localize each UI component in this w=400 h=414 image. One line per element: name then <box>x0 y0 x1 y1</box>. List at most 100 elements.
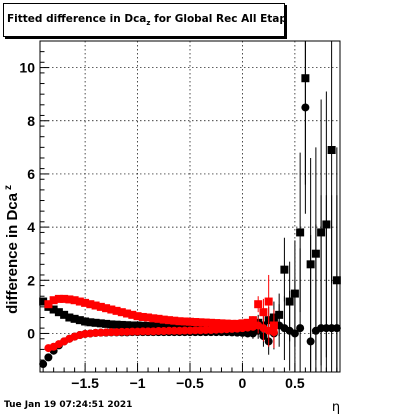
data-point-square <box>96 302 105 311</box>
y-tick-label: 0 <box>27 325 35 341</box>
data-point-square <box>154 314 163 323</box>
data-point-square <box>39 297 48 306</box>
y-axis-label-text: difference in Dca <box>4 192 21 314</box>
data-point-square <box>128 321 137 330</box>
data-point-square <box>112 306 121 315</box>
data-point-square <box>65 295 74 304</box>
grid <box>40 41 340 372</box>
data-points <box>39 41 341 372</box>
data-point-square <box>102 319 111 328</box>
data-point-circle <box>39 360 48 369</box>
data-point-square <box>180 317 189 326</box>
data-point-square <box>175 317 184 326</box>
data-point-square <box>138 321 147 330</box>
data-point-square <box>170 316 179 325</box>
data-point-square <box>259 308 268 317</box>
data-point-square <box>191 318 200 327</box>
data-point-square <box>86 318 95 327</box>
data-point-square <box>133 321 142 330</box>
data-point-square <box>54 294 63 303</box>
data-point-square <box>91 318 100 327</box>
data-point-square <box>264 297 273 306</box>
data-point-square <box>123 309 132 318</box>
x-axis-label: η <box>332 400 340 414</box>
data-point-square <box>154 322 163 331</box>
y-tick-label: 8 <box>27 113 35 129</box>
data-point-square <box>133 312 142 321</box>
data-point-square <box>186 317 194 326</box>
data-point-square <box>70 314 79 323</box>
data-point-square <box>254 300 263 309</box>
data-point-circle <box>296 324 305 333</box>
data-point-square <box>107 320 116 329</box>
y-tick-label: 10 <box>19 60 35 76</box>
data-point-square <box>212 319 221 328</box>
data-point-square <box>238 319 247 328</box>
data-point-square <box>296 228 305 237</box>
data-point-square <box>102 304 111 313</box>
data-point-square <box>149 314 158 323</box>
data-point-circle <box>290 329 299 338</box>
x-tick-label: 0.5 <box>285 375 305 391</box>
data-point-square <box>222 319 231 328</box>
data-point-square <box>159 322 168 331</box>
data-point-square <box>117 320 126 329</box>
data-point-square <box>206 318 215 327</box>
data-point-square <box>327 146 336 155</box>
data-point-square <box>123 321 132 330</box>
data-point-square <box>243 318 252 327</box>
data-point-square <box>65 313 74 322</box>
data-point-square <box>75 297 84 306</box>
series-3 <box>44 314 278 353</box>
data-point-square <box>49 296 58 305</box>
data-point-square <box>60 310 69 319</box>
data-point-square <box>70 296 79 305</box>
data-point-circle <box>301 103 310 112</box>
timestamp: Tue Jan 19 07:24:51 2021 <box>4 400 133 410</box>
x-tick-label: −1 <box>130 375 146 391</box>
data-point-circle <box>332 324 341 333</box>
y-axis-label: difference in Dca z <box>3 185 21 314</box>
data-point-square <box>107 305 116 314</box>
data-point-square <box>165 316 174 325</box>
axis-ticks: −1.5 −1 −0.5 0 0.5 0 2 4 6 8 10 <box>19 51 338 391</box>
title-text: Fitted difference in Dca <box>7 13 147 25</box>
data-point-square <box>233 319 242 328</box>
chart-title: Fitted difference in Dcaz for Global Rec… <box>3 3 285 37</box>
data-point-square <box>117 308 126 317</box>
data-point-circle <box>44 353 53 362</box>
data-point-square <box>144 313 153 322</box>
data-point-square <box>170 322 179 331</box>
data-point-circle <box>306 337 315 346</box>
data-point-square <box>86 300 95 309</box>
data-point-square <box>128 310 137 319</box>
data-point-square <box>227 319 236 328</box>
data-point-square <box>138 312 147 321</box>
data-point-square <box>91 301 100 310</box>
y-tick-label: 2 <box>27 272 35 288</box>
y-axis-label-subscript: z <box>3 185 14 190</box>
y-tick-label: 4 <box>27 219 35 235</box>
x-tick-label: −0.5 <box>176 375 204 391</box>
data-point-square <box>144 322 153 331</box>
data-point-circle <box>269 328 278 337</box>
data-point-square <box>201 318 210 327</box>
data-point-square <box>149 322 158 331</box>
data-point-square <box>165 322 174 331</box>
data-point-square <box>60 294 69 303</box>
title-text-suffix: for Global Rec All EtapT <box>150 13 285 25</box>
data-point-square <box>81 298 90 307</box>
data-point-square <box>49 305 58 314</box>
data-point-square <box>280 265 289 274</box>
data-point-square <box>81 317 90 326</box>
data-point-square <box>112 320 121 329</box>
data-point-square <box>196 318 205 327</box>
data-point-square <box>54 308 63 317</box>
data-point-square <box>44 300 53 309</box>
x-tick-label: 0 <box>239 375 247 391</box>
series-2 <box>44 274 278 342</box>
data-point-square <box>248 316 257 325</box>
x-tick-label: −1.5 <box>71 375 99 391</box>
y-tick-label: 6 <box>27 166 35 182</box>
